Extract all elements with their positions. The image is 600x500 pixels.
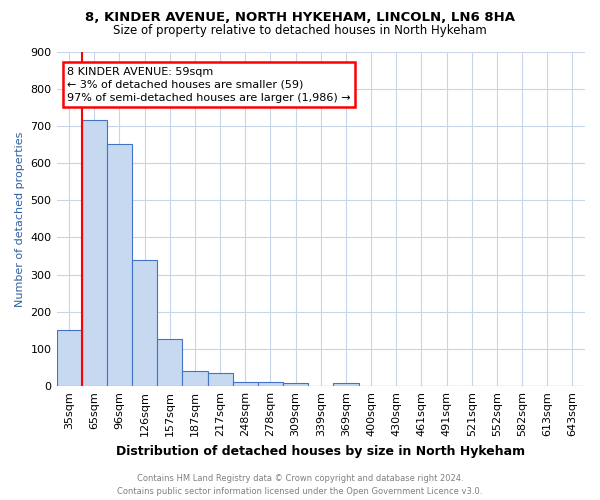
- Bar: [283, 383, 308, 386]
- Text: Size of property relative to detached houses in North Hykeham: Size of property relative to detached ho…: [113, 24, 487, 37]
- Bar: [233, 382, 258, 386]
- Text: 8 KINDER AVENUE: 59sqm
← 3% of detached houses are smaller (59)
97% of semi-deta: 8 KINDER AVENUE: 59sqm ← 3% of detached …: [67, 66, 351, 103]
- Bar: [208, 373, 233, 386]
- Text: Contains HM Land Registry data © Crown copyright and database right 2024.
Contai: Contains HM Land Registry data © Crown c…: [118, 474, 482, 496]
- Bar: [107, 144, 132, 386]
- Bar: [157, 338, 182, 386]
- Bar: [82, 120, 107, 386]
- Bar: [182, 372, 208, 386]
- X-axis label: Distribution of detached houses by size in North Hykeham: Distribution of detached houses by size …: [116, 444, 526, 458]
- Bar: [258, 382, 283, 386]
- Bar: [334, 383, 359, 386]
- Bar: [132, 260, 157, 386]
- Bar: [56, 330, 82, 386]
- Y-axis label: Number of detached properties: Number of detached properties: [15, 131, 25, 306]
- Text: 8, KINDER AVENUE, NORTH HYKEHAM, LINCOLN, LN6 8HA: 8, KINDER AVENUE, NORTH HYKEHAM, LINCOLN…: [85, 11, 515, 24]
